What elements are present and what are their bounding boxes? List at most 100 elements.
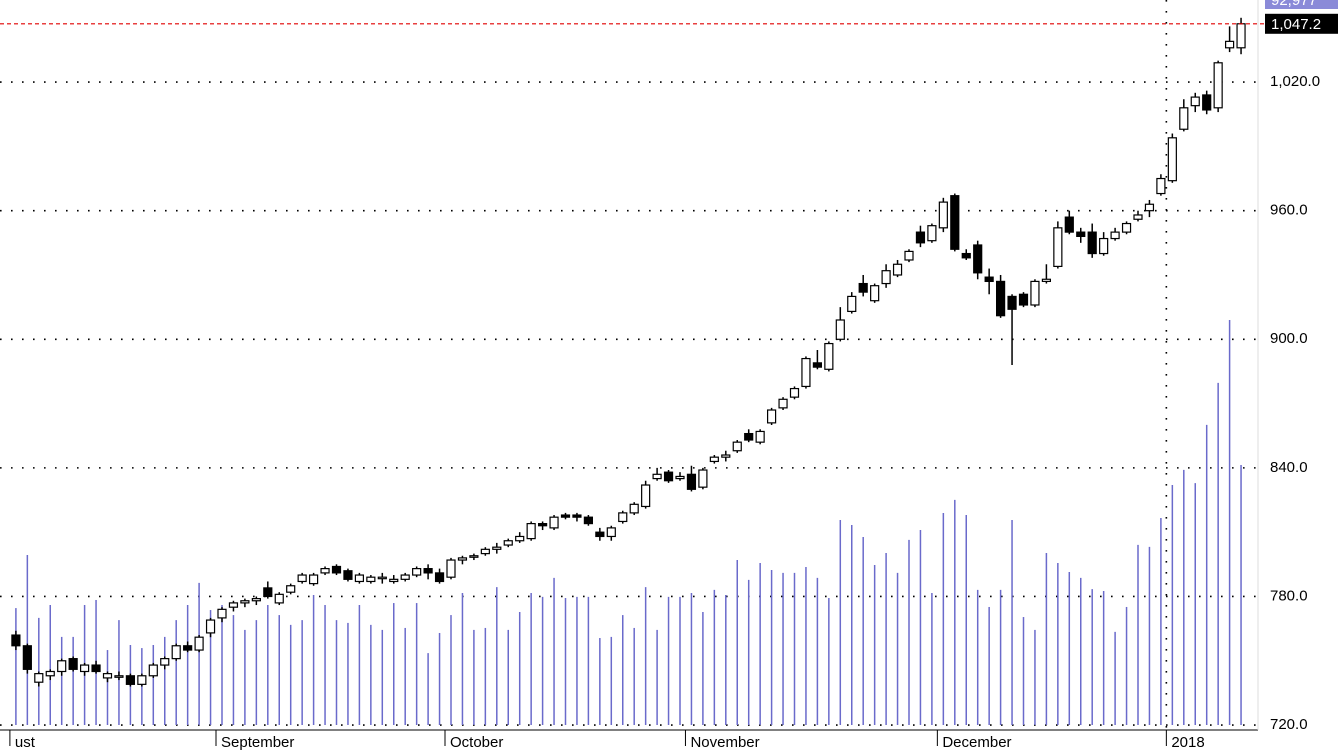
candle-body [515, 535, 525, 542]
last-volume-label: 92,977 [1271, 0, 1317, 9]
candle-body [595, 531, 605, 538]
candle-body [125, 675, 136, 685]
candle-body [79, 664, 90, 673]
candle-body [801, 357, 811, 388]
candle-body [240, 600, 250, 604]
candle-body [137, 675, 147, 685]
candle-body [549, 516, 559, 529]
y-tick-label: 900.0 [1270, 330, 1308, 347]
candle-body [1202, 94, 1212, 111]
candle-body [1121, 222, 1132, 233]
candle-body [641, 484, 651, 508]
candle-body [412, 568, 422, 576]
candle-body [652, 473, 662, 480]
candle-body [377, 576, 387, 580]
candle-body [320, 568, 330, 574]
candle-body [686, 473, 697, 490]
candle-body [1144, 203, 1155, 212]
candle-body [389, 578, 399, 583]
candle-body [709, 456, 719, 463]
candle-body [1179, 107, 1189, 130]
candle-body [457, 557, 468, 561]
candle-body [1110, 231, 1120, 240]
candle-body [11, 634, 21, 647]
candle-body [297, 574, 307, 583]
candle-body [847, 295, 857, 313]
candle-body [881, 270, 891, 285]
candle-body [205, 619, 216, 634]
y-tick-label: 720.0 [1270, 716, 1308, 733]
candle-body [343, 570, 353, 580]
candle-body [1236, 23, 1246, 49]
candle-body [663, 471, 674, 482]
x-tick-label: December [942, 734, 1011, 751]
candle-body [1064, 216, 1074, 233]
candle-body [354, 574, 364, 583]
candle-body [1018, 293, 1029, 306]
candle-body [331, 565, 342, 574]
candle-body [606, 527, 616, 538]
y-tick-label: 780.0 [1270, 587, 1308, 604]
candle-body [1156, 177, 1166, 195]
candle-body [423, 568, 433, 574]
candle-body [629, 503, 639, 514]
candle-body [572, 514, 582, 518]
candle-body [1213, 62, 1223, 109]
y-tick-label: 840.0 [1270, 459, 1308, 476]
candle-body [1041, 278, 1052, 283]
candle-body [22, 645, 32, 670]
candle-body [366, 576, 376, 583]
candle-body [812, 362, 823, 368]
candle-body [480, 548, 490, 555]
candle-body [927, 225, 937, 242]
candle-body [732, 441, 742, 452]
candle-body [286, 585, 296, 593]
x-tick-label: 2018 [1171, 734, 1204, 751]
candle-body [400, 574, 410, 580]
candle-body [618, 512, 628, 523]
candle-body [34, 673, 44, 683]
last-volume-box [1265, 0, 1338, 9]
candle-body [995, 280, 1006, 317]
candle-body [194, 636, 204, 651]
candle-body [835, 319, 845, 340]
candle-body [1076, 231, 1086, 238]
candle-body [274, 593, 284, 604]
y-tick-label: 960.0 [1270, 202, 1308, 219]
candle-body [68, 658, 78, 670]
candle-body [915, 231, 926, 244]
candle-body [1087, 231, 1097, 255]
candle-body [721, 454, 731, 458]
candle-body [1190, 96, 1200, 107]
candle-body [1030, 280, 1040, 306]
candle-body [1224, 40, 1235, 49]
candle-body [961, 252, 971, 259]
candle-body [766, 409, 777, 424]
candle-body [114, 675, 124, 678]
candle-body [309, 574, 319, 585]
candle-body [560, 514, 571, 518]
x-tick-label: ust [15, 734, 36, 751]
candle-body [160, 658, 170, 666]
candle-body [217, 608, 227, 619]
candle-body [675, 475, 685, 480]
candle-body [537, 523, 548, 527]
x-tick-label: September [221, 734, 294, 751]
candle-body [503, 540, 513, 546]
candle-body [434, 572, 445, 583]
candle-body [251, 598, 261, 602]
candle-body [1007, 295, 1017, 310]
candle-body [446, 559, 456, 578]
candle-body [870, 285, 880, 302]
candle-body [824, 342, 834, 370]
y-tick-label: 1,020.0 [1270, 73, 1320, 90]
last-price-label: 1,047.2 [1271, 16, 1321, 33]
candle-body [984, 276, 994, 283]
candle-body [469, 555, 479, 558]
candle-body [1167, 137, 1177, 182]
candle-body [1133, 214, 1143, 220]
candle-body [526, 523, 536, 540]
candle-body [904, 250, 914, 261]
